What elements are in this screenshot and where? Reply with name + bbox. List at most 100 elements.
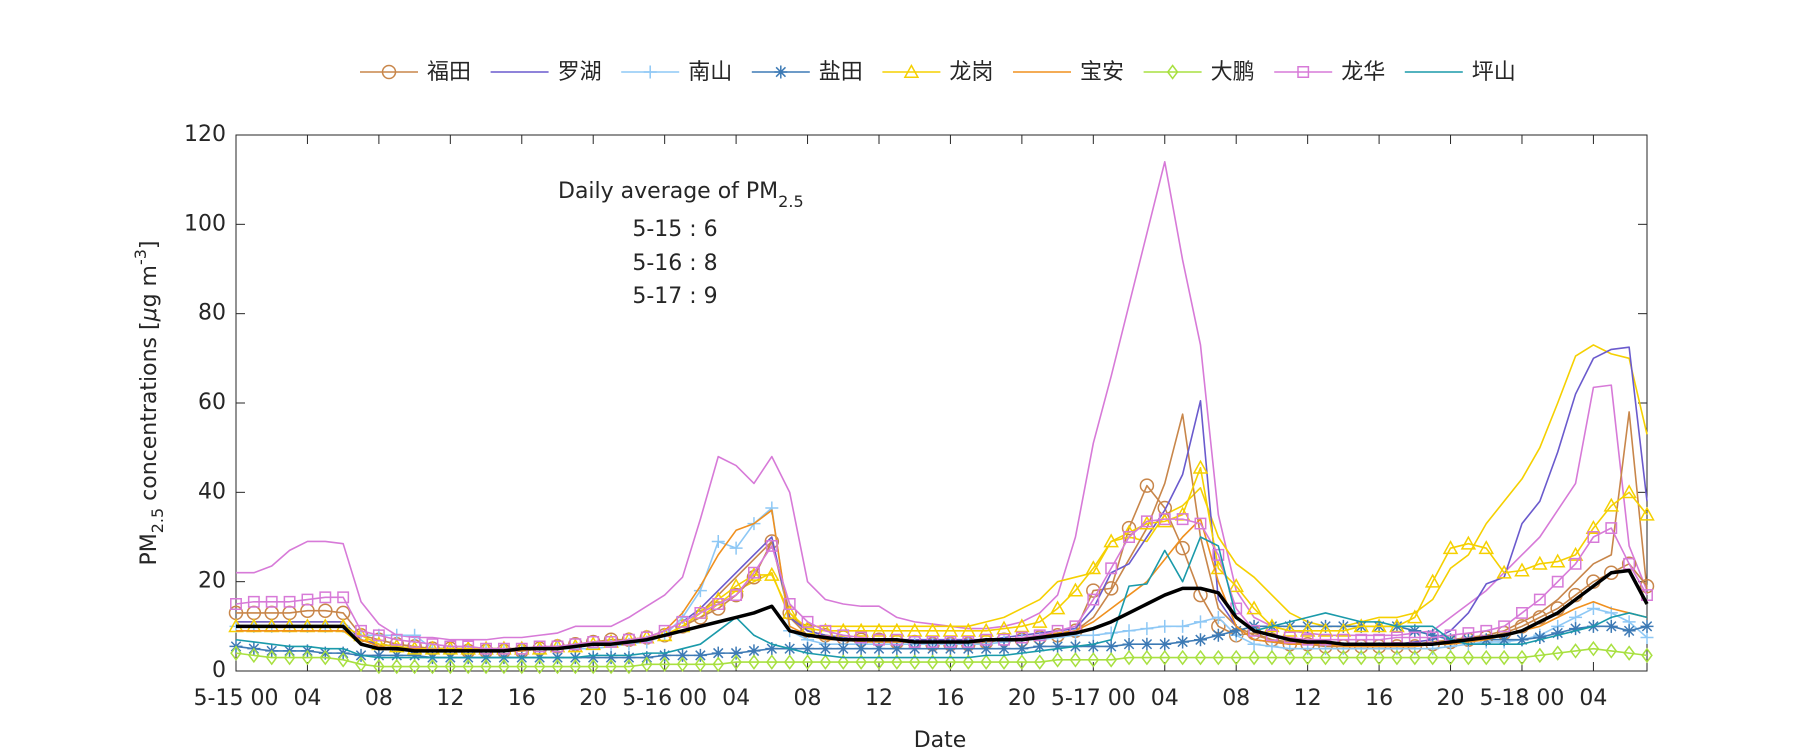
x-tick-label: 08 <box>365 686 393 711</box>
marker <box>1051 639 1065 653</box>
marker <box>1639 506 1655 521</box>
marker <box>1211 610 1225 624</box>
marker <box>926 642 940 656</box>
marker <box>1228 578 1244 593</box>
marker <box>906 622 923 637</box>
marker <box>408 628 422 642</box>
marker <box>460 640 476 655</box>
marker <box>1319 649 1332 666</box>
y-tick-label: 20 <box>198 569 226 594</box>
x-tick-label: 5-16 00 <box>622 686 707 711</box>
marker <box>1086 628 1100 642</box>
marker <box>924 622 941 637</box>
marker <box>1407 609 1423 624</box>
marker <box>1193 633 1207 647</box>
marker <box>855 654 867 670</box>
legend-label: 龙岗 <box>949 60 993 85</box>
marker <box>658 656 671 673</box>
marker <box>746 569 762 585</box>
marker <box>978 622 994 637</box>
x-tick-label: 20 <box>1437 686 1465 711</box>
marker <box>1248 649 1260 666</box>
marker <box>1033 654 1046 670</box>
marker <box>728 587 744 603</box>
marker <box>781 604 798 619</box>
marker <box>1105 652 1117 668</box>
marker <box>265 595 278 608</box>
marker <box>1567 546 1584 561</box>
marker <box>426 658 439 675</box>
marker <box>980 654 992 670</box>
marker <box>1067 582 1084 597</box>
marker <box>1355 649 1368 666</box>
marker <box>318 646 332 660</box>
marker <box>1211 628 1225 642</box>
marker <box>944 654 957 670</box>
marker <box>1175 540 1190 556</box>
marker <box>1103 581 1119 596</box>
marker <box>1282 622 1298 637</box>
marker <box>1336 619 1350 633</box>
marker <box>623 658 635 675</box>
legend-label: 宝安 <box>1080 60 1124 85</box>
marker <box>247 595 260 608</box>
marker <box>1478 540 1495 555</box>
marker <box>1391 649 1403 666</box>
marker <box>996 620 1012 635</box>
marker <box>943 642 957 656</box>
marker <box>1176 513 1189 526</box>
marker <box>480 658 492 675</box>
marker <box>1122 637 1136 651</box>
marker <box>442 640 459 655</box>
marker <box>301 649 314 666</box>
marker <box>372 629 385 642</box>
marker <box>1408 624 1422 638</box>
legend-label: 大鹏 <box>1211 60 1255 85</box>
marker <box>462 658 475 675</box>
x-tick-label: 12 <box>436 686 464 711</box>
legend-label: 盐田 <box>819 60 863 85</box>
marker <box>1283 649 1296 666</box>
marker <box>388 638 405 653</box>
marker <box>1371 618 1387 633</box>
marker <box>1031 613 1048 628</box>
marker <box>1246 600 1262 615</box>
y-label-part: μ <box>137 307 162 322</box>
marker <box>1605 522 1618 535</box>
marker <box>730 589 743 602</box>
marker <box>1158 619 1172 633</box>
marker <box>1301 649 1314 666</box>
marker <box>1049 600 1066 615</box>
x-tick-label: 5-17 00 <box>1051 686 1136 711</box>
marker <box>1426 649 1439 666</box>
marker <box>854 642 868 656</box>
marker <box>1622 624 1636 638</box>
marker <box>694 656 707 673</box>
marker <box>1265 629 1278 642</box>
marker <box>1141 649 1153 666</box>
marker <box>1604 619 1618 633</box>
marker <box>586 651 600 665</box>
marker <box>871 622 887 637</box>
series-line <box>235 536 1648 659</box>
marker <box>498 658 510 675</box>
marker <box>1640 619 1654 633</box>
marker <box>1605 643 1618 659</box>
marker <box>1248 624 1261 637</box>
marker <box>1121 520 1137 536</box>
marker <box>891 654 903 670</box>
marker <box>783 598 796 610</box>
marker <box>1551 645 1564 661</box>
x-tick-label: 04 <box>1579 686 1607 711</box>
marker <box>872 642 886 656</box>
marker <box>1551 626 1565 640</box>
marker <box>248 647 260 664</box>
y-label-sub: 2.5 <box>148 508 167 533</box>
series-line <box>236 568 1649 653</box>
marker <box>903 63 920 78</box>
marker <box>604 651 618 665</box>
marker <box>1639 578 1655 594</box>
y-tick-label: 60 <box>198 390 226 415</box>
marker <box>766 654 778 670</box>
